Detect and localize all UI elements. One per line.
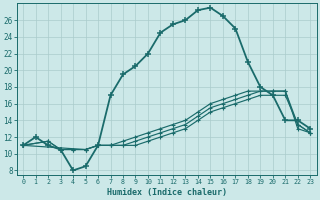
X-axis label: Humidex (Indice chaleur): Humidex (Indice chaleur) [107,188,227,197]
